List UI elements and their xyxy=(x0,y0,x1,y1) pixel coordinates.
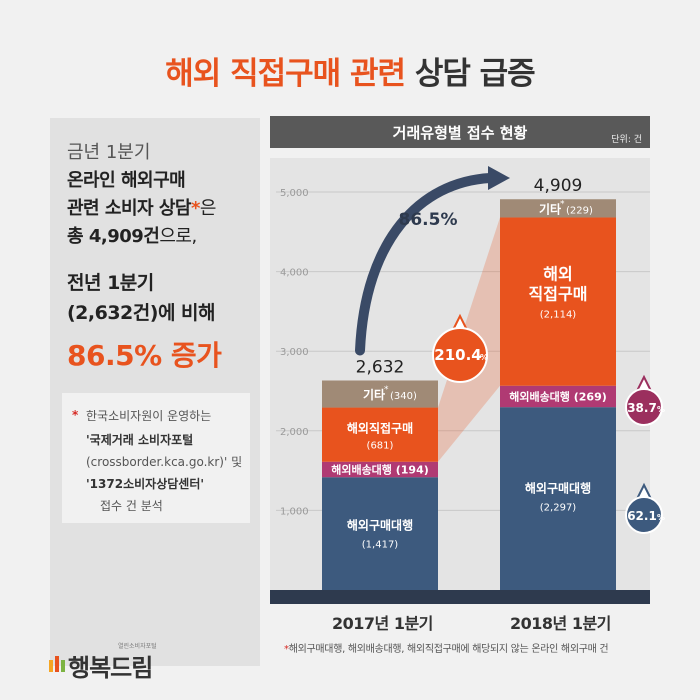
y-tick-label: 2,000 xyxy=(280,427,309,438)
summary-line3: 관련 소비자 상담*은 xyxy=(67,198,216,219)
badge-shipping-growth-circle xyxy=(625,388,663,426)
y-tick-label: 3,000 xyxy=(280,347,309,358)
label-etc-2018: 기타 xyxy=(539,201,561,216)
badge-agency-growth-pct: % xyxy=(657,513,665,522)
badge-direct-growth-label: 210.4 xyxy=(434,346,481,364)
label-agency-2018: 해외구매대행 xyxy=(525,481,591,496)
title-accent: 해외 직접구매 관련 xyxy=(165,56,406,92)
label-agency-2017: 해외구매대행 xyxy=(347,518,413,533)
total-growth-arrowhead xyxy=(488,166,510,190)
summary-period: 금년 1분기 xyxy=(67,142,151,163)
asterisk-mark: * xyxy=(190,198,200,219)
title-rest: 상담 급증 xyxy=(414,56,536,92)
bar-etc-2017 xyxy=(322,380,438,408)
badge-agency-growth-circle xyxy=(625,496,663,534)
label-direct-2018-b: 직접구매 xyxy=(529,285,588,304)
x-label-2018: 2018년 1분기 xyxy=(510,614,611,633)
label-direct-2017: 해외직접구매 xyxy=(347,421,413,436)
summary-line4: 총 4,909건으로, xyxy=(67,226,197,247)
summary-line6: (2,632건)에 비해 xyxy=(67,302,216,324)
chart-header: 거래유형별 접수 현황 단위: 건 xyxy=(270,116,650,148)
chart-unit: 단위: 건 xyxy=(611,135,642,145)
y-tick-label: 1,000 xyxy=(280,506,309,517)
note-line3: (crossborder.kca.go.kr)' 및 xyxy=(86,455,243,469)
total-2017: 2,632 xyxy=(356,357,405,377)
badge-direct-growth-pct: % xyxy=(480,353,488,362)
bar-direct-2018 xyxy=(500,217,616,386)
summary-line2: 온라인 해외구매 xyxy=(67,170,186,191)
bar-agency-2017 xyxy=(322,477,438,590)
label-etc-2018-val: (229) xyxy=(566,205,593,216)
badge-shipping-growth-pct: % xyxy=(657,405,665,414)
note-line2: '국제거래 소비자포털 xyxy=(86,433,194,447)
label-agency-2018-val: (2,297) xyxy=(540,503,577,514)
label-etc-2017-val: (340) xyxy=(390,391,417,402)
summary-highlight: 86.5% 증가 xyxy=(67,339,222,372)
label-agency-2017-val: (1,417) xyxy=(362,540,399,551)
bar-etc-2018 xyxy=(500,199,616,218)
bar-shipping-2017 xyxy=(322,461,438,478)
label-etc-2017-star: * xyxy=(384,385,389,395)
label-direct-2017-val: (681) xyxy=(367,441,394,452)
note-line1: 한국소비자원이 운영하는 xyxy=(86,409,212,423)
label-direct-2018-a: 해외 xyxy=(543,265,572,284)
logo-sub: 열린소비자포털 xyxy=(118,643,157,650)
summary-panel: 금년 1분기 온라인 해외구매 관련 소비자 상담*은 총 4,909건으로, … xyxy=(50,118,260,666)
label-etc-2017: 기타 xyxy=(363,387,385,402)
badge-shipping-growth-label: 38.7 xyxy=(627,401,657,415)
note-star: * xyxy=(72,408,79,422)
badge-agency-growth-label: 62.1 xyxy=(627,509,657,523)
label-shipping-2018: 해외배송대행 (269) xyxy=(509,389,607,403)
summary-line5: 전년 1분기 xyxy=(67,272,154,294)
total-growth-arrow xyxy=(355,173,495,356)
label-etc-2018-star: * xyxy=(560,199,565,209)
x-label-2017: 2017년 1분기 xyxy=(332,614,433,633)
note-line5: 접수 건 분석 xyxy=(100,499,163,513)
source-note: * 한국소비자원이 운영하는 '국제거래 소비자포털 (crossborder.… xyxy=(62,393,250,523)
label-direct-2018-val: (2,114) xyxy=(540,310,577,321)
footnote: *해외구매대행, 해외배송대행, 해외직접구매에 해당되지 않는 온라인 해외구… xyxy=(284,644,609,655)
y-tick-label: 5,000 xyxy=(280,188,309,199)
label-shipping-2017: 해외배송대행 (194) xyxy=(331,462,429,476)
badge-direct-growth-circle xyxy=(432,327,488,383)
bar-agency-2018 xyxy=(500,407,616,590)
logo-icon xyxy=(49,656,65,672)
logo-name: 행복드림 xyxy=(68,654,153,682)
logo: 행복드림 열린소비자포털 xyxy=(48,643,168,684)
chart-title: 거래유형별 접수 현황 xyxy=(392,124,528,142)
bar-shipping-2018 xyxy=(500,385,616,408)
total-growth-label: 86.5% xyxy=(399,210,458,230)
total-2018: 4,909 xyxy=(534,176,583,196)
note-line4: '1372소비자상담센터' xyxy=(86,477,205,491)
y-tick-label: 4,000 xyxy=(280,268,309,279)
bar-direct-2017 xyxy=(322,407,438,462)
chart-baseline xyxy=(270,590,650,604)
page-title: 해외 직접구매 관련 상담 급증 xyxy=(0,48,700,93)
